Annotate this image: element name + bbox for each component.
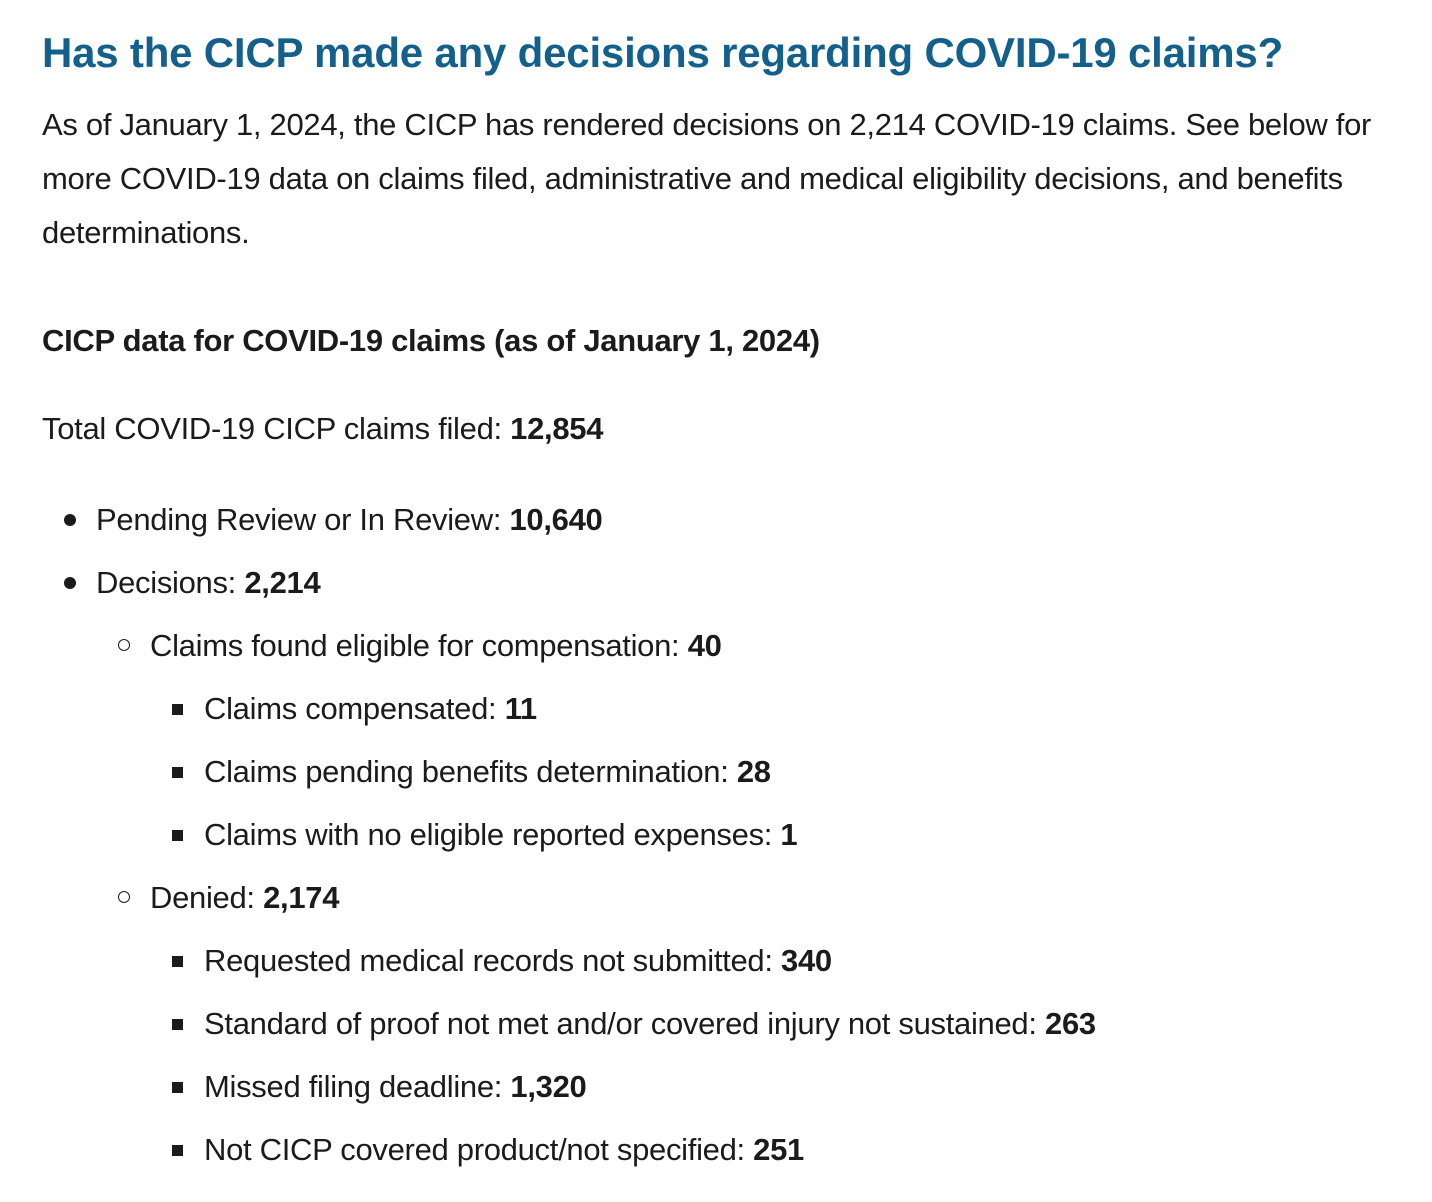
total-claims-line: Total COVID-19 CICP claims filed: 12,854 xyxy=(42,402,1432,456)
bullet-square-icon xyxy=(172,830,183,841)
list-item-proof-not-met: Standard of proof not met and/or covered… xyxy=(150,992,1432,1055)
records-value: 340 xyxy=(781,943,832,978)
bullet-disc-icon xyxy=(64,577,76,589)
decisions-sublist: Claims found eligible for compensation: … xyxy=(96,614,1432,1181)
denied-value: 2,174 xyxy=(263,880,340,915)
records-label: Requested medical records not submitted: xyxy=(204,943,782,978)
proof-label: Standard of proof not met and/or covered… xyxy=(204,1006,1046,1041)
bullet-square-icon xyxy=(172,1145,183,1156)
decisions-value: 2,214 xyxy=(244,565,321,600)
denied-sublist: Requested medical records not submitted:… xyxy=(150,929,1432,1181)
list-item-not-covered: Not CICP covered product/not specified: … xyxy=(150,1118,1432,1181)
claims-list: Pending Review or In Review: 10,640 Deci… xyxy=(42,488,1432,1181)
bullet-square-icon xyxy=(172,1082,183,1093)
bullet-square-icon xyxy=(172,956,183,967)
bullet-circle-icon xyxy=(118,639,130,651)
not-covered-value: 251 xyxy=(753,1132,804,1167)
eligible-value: 40 xyxy=(687,628,722,663)
list-item-denied: Denied: 2,174 Requested medical records … xyxy=(96,866,1432,1181)
list-item-records-not-submitted: Requested medical records not submitted:… xyxy=(150,929,1432,992)
section-subheading: CICP data for COVID-19 claims (as of Jan… xyxy=(42,323,820,358)
bullet-circle-icon xyxy=(118,891,130,903)
total-claims-label: Total COVID-19 CICP claims filed: xyxy=(42,411,511,446)
list-item-compensated: Claims compensated: 11 xyxy=(150,677,1432,740)
eligible-sublist: Claims compensated: 11 Claims pending be… xyxy=(150,677,1432,866)
pending-value: 10,640 xyxy=(509,502,603,537)
list-item-decisions: Decisions: 2,214 Claims found eligible f… xyxy=(42,551,1432,1181)
intro-paragraph: As of January 1, 2024, the CICP has rend… xyxy=(42,107,1372,250)
pending-benefits-value: 28 xyxy=(736,754,771,789)
list-item-eligible: Claims found eligible for compensation: … xyxy=(96,614,1432,866)
deadline-label: Missed filing deadline: xyxy=(204,1069,511,1104)
decisions-label: Decisions: xyxy=(96,565,245,600)
denied-label: Denied: xyxy=(150,880,264,915)
pending-label: Pending Review or In Review: xyxy=(96,502,510,537)
proof-value: 263 xyxy=(1045,1006,1096,1041)
list-item-no-expenses: Claims with no eligible reported expense… xyxy=(150,803,1432,866)
list-item-missed-deadline: Missed filing deadline: 1,320 xyxy=(150,1055,1432,1118)
no-expenses-label: Claims with no eligible reported expense… xyxy=(204,817,781,852)
compensated-value: 11 xyxy=(504,691,537,726)
total-claims-value: 12,854 xyxy=(510,411,604,446)
eligible-label: Claims found eligible for compensation: xyxy=(150,628,688,663)
list-item-pending-benefits: Claims pending benefits determination: 2… xyxy=(150,740,1432,803)
compensated-label: Claims compensated: xyxy=(204,691,505,726)
bullet-square-icon xyxy=(172,704,183,715)
page-title: Has the CICP made any decisions regardin… xyxy=(42,29,1284,76)
bullet-square-icon xyxy=(172,1019,183,1030)
pending-benefits-label: Claims pending benefits determination: xyxy=(204,754,737,789)
list-item-pending: Pending Review or In Review: 10,640 xyxy=(42,488,1432,551)
deadline-value: 1,320 xyxy=(510,1069,587,1104)
no-expenses-value: 1 xyxy=(780,817,798,852)
bullet-disc-icon xyxy=(64,514,76,526)
bullet-square-icon xyxy=(172,767,183,778)
not-covered-label: Not CICP covered product/not specified: xyxy=(204,1132,754,1167)
